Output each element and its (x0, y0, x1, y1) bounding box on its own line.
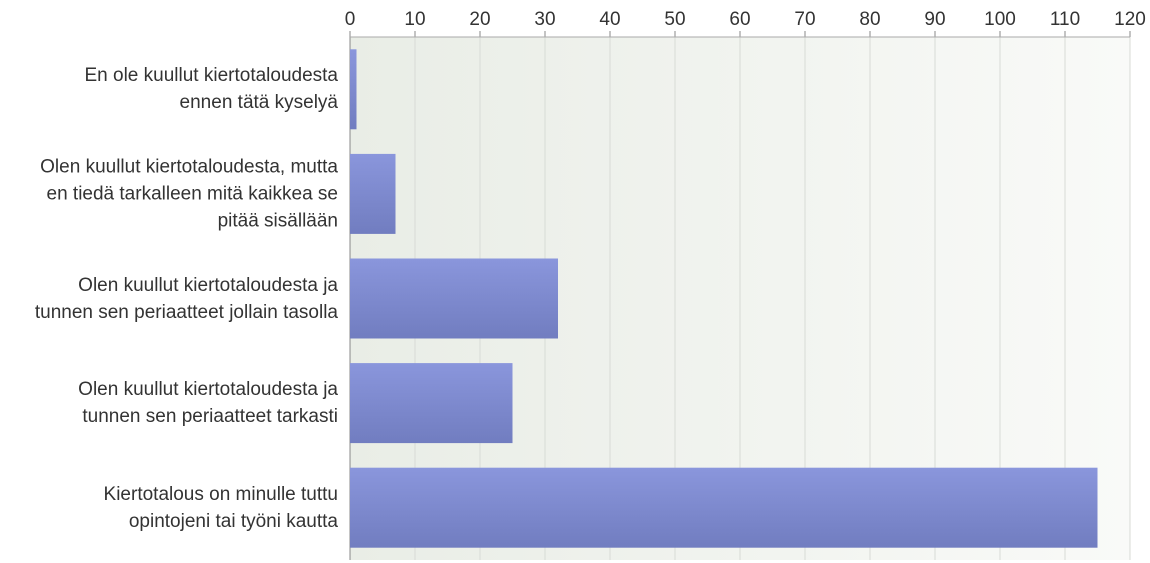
x-tick-label: 120 (1114, 9, 1146, 30)
x-tick-label: 60 (729, 9, 750, 30)
category-label: Olen kuullut kiertotaloudesta ja tunnen … (78, 379, 338, 428)
bar (350, 153, 396, 234)
category-label: Olen kuullut kiertotaloudesta ja tunnen … (34, 274, 338, 323)
bar (350, 258, 558, 339)
bar (350, 363, 513, 444)
x-tick-label: 10 (404, 9, 425, 30)
x-tick-label: 40 (599, 9, 620, 30)
x-tick-label: 100 (984, 9, 1016, 30)
x-tick-label: 70 (794, 9, 815, 30)
x-tick-label: 110 (1050, 9, 1080, 30)
category-label: Olen kuullut kiertotaloudesta, mutta en … (40, 156, 338, 232)
category-label: En ole kuullut kiertotaloudesta ennen tä… (84, 65, 339, 114)
x-tick-label: 80 (859, 9, 880, 30)
category-label: Kiertotalous on minulle tuttu opintojeni… (103, 483, 338, 532)
x-tick-label: 50 (664, 9, 685, 30)
x-tick-label: 0 (345, 9, 356, 30)
bar (350, 49, 357, 130)
x-tick-label: 90 (924, 9, 945, 30)
bar (350, 467, 1098, 548)
x-tick-label: 20 (469, 9, 490, 30)
x-tick-label: 30 (534, 9, 555, 30)
